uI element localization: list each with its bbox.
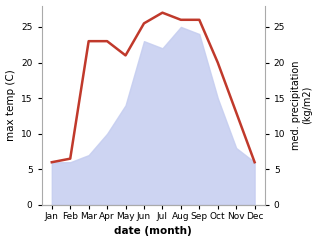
Y-axis label: max temp (C): max temp (C) bbox=[5, 69, 16, 141]
Y-axis label: med. precipitation
(kg/m2): med. precipitation (kg/m2) bbox=[291, 60, 313, 150]
X-axis label: date (month): date (month) bbox=[114, 227, 192, 236]
